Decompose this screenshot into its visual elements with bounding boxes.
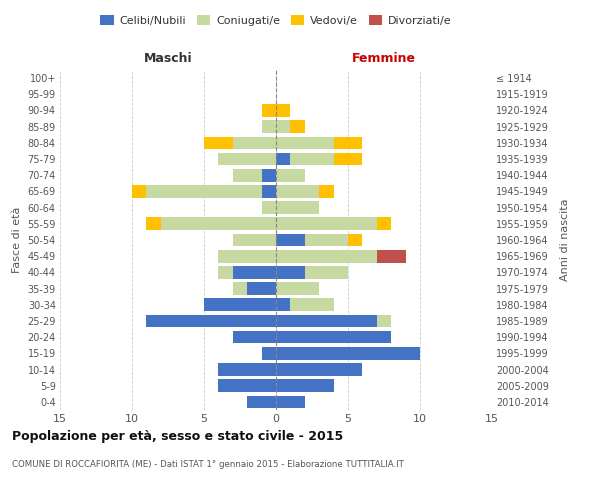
Bar: [276, 202, 319, 214]
Y-axis label: Fasce di età: Fasce di età: [12, 207, 22, 273]
Bar: [276, 234, 305, 246]
Bar: [262, 347, 276, 360]
Text: Femmine: Femmine: [352, 52, 416, 65]
Bar: [348, 234, 362, 246]
Bar: [233, 169, 262, 181]
Bar: [262, 185, 276, 198]
Bar: [276, 104, 290, 117]
Bar: [218, 250, 276, 262]
Bar: [276, 185, 319, 198]
Bar: [146, 185, 262, 198]
Bar: [276, 363, 362, 376]
Bar: [276, 347, 420, 360]
Legend: Celibi/Nubili, Coniugati/e, Vedovi/e, Divorziati/e: Celibi/Nubili, Coniugati/e, Vedovi/e, Di…: [96, 10, 456, 30]
Bar: [276, 331, 391, 344]
Bar: [247, 282, 276, 295]
Bar: [334, 152, 362, 166]
Bar: [290, 120, 305, 133]
Bar: [305, 234, 348, 246]
Bar: [276, 396, 305, 408]
Bar: [276, 169, 305, 181]
Bar: [305, 266, 348, 278]
Bar: [218, 363, 276, 376]
Bar: [218, 152, 276, 166]
Bar: [233, 136, 276, 149]
Bar: [218, 266, 233, 278]
Bar: [276, 250, 377, 262]
Bar: [319, 185, 334, 198]
Text: COMUNE DI ROCCAFIORITA (ME) - Dati ISTAT 1° gennaio 2015 - Elaborazione TUTTITAL: COMUNE DI ROCCAFIORITA (ME) - Dati ISTAT…: [12, 460, 404, 469]
Y-axis label: Anni di nascita: Anni di nascita: [560, 198, 570, 281]
Bar: [262, 202, 276, 214]
Bar: [276, 380, 334, 392]
Bar: [233, 266, 276, 278]
Bar: [204, 298, 276, 311]
Text: Popolazione per età, sesso e stato civile - 2015: Popolazione per età, sesso e stato civil…: [12, 430, 343, 443]
Bar: [132, 185, 146, 198]
Bar: [377, 314, 391, 328]
Bar: [276, 266, 305, 278]
Bar: [218, 380, 276, 392]
Bar: [233, 282, 247, 295]
Bar: [276, 120, 290, 133]
Bar: [276, 298, 290, 311]
Bar: [334, 136, 362, 149]
Bar: [276, 282, 319, 295]
Bar: [276, 314, 377, 328]
Bar: [146, 218, 161, 230]
Bar: [247, 396, 276, 408]
Bar: [290, 298, 334, 311]
Bar: [262, 169, 276, 181]
Bar: [377, 218, 391, 230]
Bar: [276, 136, 334, 149]
Bar: [290, 152, 334, 166]
Bar: [262, 120, 276, 133]
Bar: [146, 314, 276, 328]
Text: Maschi: Maschi: [143, 52, 193, 65]
Bar: [161, 218, 276, 230]
Bar: [233, 234, 276, 246]
Bar: [377, 250, 406, 262]
Bar: [204, 136, 233, 149]
Bar: [233, 331, 276, 344]
Bar: [262, 104, 276, 117]
Bar: [276, 218, 377, 230]
Bar: [276, 152, 290, 166]
